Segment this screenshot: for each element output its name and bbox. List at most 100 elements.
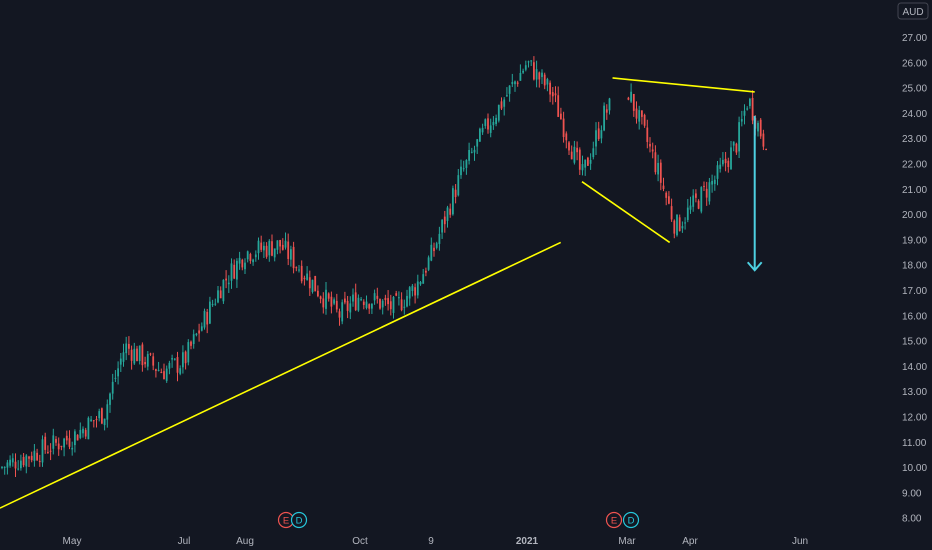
candle-body	[360, 299, 362, 301]
candle-body	[354, 292, 357, 311]
candle-body	[322, 298, 325, 308]
candle-body	[597, 128, 600, 140]
candle-body	[416, 281, 419, 296]
x-tick-label: Apr	[682, 536, 698, 547]
candle-body	[530, 60, 533, 62]
candle-body	[306, 273, 308, 280]
candle-body	[670, 206, 673, 220]
candle-body	[592, 148, 595, 158]
candle-body	[689, 205, 692, 210]
candle-body	[281, 244, 284, 250]
y-tick-label: 17.00	[902, 286, 927, 297]
candle-body	[684, 222, 686, 224]
candle-body	[168, 362, 171, 369]
candle-body	[487, 118, 489, 130]
y-tick-label: 14.00	[902, 362, 927, 373]
candle-body	[659, 162, 662, 183]
candle-body	[119, 358, 122, 365]
marker-label: D	[628, 516, 635, 527]
candle-body	[268, 240, 271, 256]
trendline[interactable]	[0, 241, 562, 509]
candle-body	[249, 254, 252, 261]
marker-circle	[622, 511, 640, 529]
candle-body	[63, 438, 65, 448]
candle-body	[700, 187, 703, 212]
time-axis[interactable]: May Jul Aug Oct 9 2021 Mar Apr Jun	[63, 536, 809, 547]
candles-layer	[1, 56, 767, 478]
candle-body	[130, 349, 133, 361]
y-tick-label: 9.00	[902, 488, 922, 499]
y-tick-label: 19.00	[902, 235, 927, 246]
dividend-marker[interactable]: D	[622, 511, 640, 529]
candle-body	[287, 241, 290, 259]
y-tick-label: 16.00	[902, 311, 927, 322]
candle-body	[551, 92, 554, 97]
price-axis[interactable]: AUD 27.00 26.00 25.00 24.00 23.00 22.00 21.00 2…	[897, 2, 929, 525]
candle-body	[503, 99, 506, 107]
candle-body	[495, 117, 497, 124]
candle-body	[182, 352, 184, 368]
candle-body	[481, 127, 484, 133]
candle-body	[651, 149, 654, 152]
candle-body	[665, 192, 668, 198]
trendline[interactable]	[581, 181, 671, 244]
candle-body	[749, 98, 751, 107]
candle-body	[252, 259, 254, 263]
candle-body	[403, 306, 406, 308]
x-tick-label: Mar	[618, 536, 636, 547]
x-tick-label: 9	[428, 536, 434, 547]
candle-body	[236, 260, 238, 280]
candle-body	[603, 105, 605, 131]
candle-body	[317, 290, 319, 297]
candle-body	[497, 104, 500, 121]
currency-label: AUD	[902, 7, 923, 18]
candle-body	[257, 240, 260, 254]
candle-body	[133, 348, 136, 364]
candle-body	[635, 108, 638, 119]
candle-body	[570, 151, 573, 160]
candle-body	[587, 157, 589, 166]
candle-body	[560, 113, 562, 120]
candle-body	[227, 282, 230, 285]
candle-body	[71, 447, 74, 450]
candle-body	[695, 193, 697, 198]
candle-body	[346, 300, 349, 311]
candle-body	[276, 240, 279, 250]
candle-body	[433, 247, 435, 252]
earnings-marker[interactable]: E	[605, 511, 623, 529]
candle-body	[225, 278, 227, 281]
candle-body	[327, 293, 330, 299]
candle-body	[470, 151, 473, 153]
dividend-marker[interactable]: D	[290, 511, 308, 529]
candle-body	[589, 159, 592, 164]
candle-body	[149, 353, 152, 355]
marker-label: E	[283, 516, 289, 527]
currency-badge[interactable]	[897, 2, 929, 20]
candle-body	[365, 301, 368, 308]
candle-body	[136, 348, 138, 362]
candle-body	[128, 343, 130, 349]
candle-body	[265, 245, 268, 257]
candle-body	[373, 293, 376, 301]
trendline[interactable]	[612, 77, 755, 93]
candle-body	[673, 220, 676, 234]
candle-body	[152, 356, 155, 366]
candle-body	[468, 149, 470, 161]
candle-body	[381, 300, 384, 308]
candle-body	[506, 95, 508, 97]
candle-body	[17, 468, 20, 470]
candle-body	[284, 240, 287, 248]
candle-body	[654, 152, 657, 173]
candle-body	[14, 461, 17, 469]
candle-body	[595, 130, 597, 147]
candle-body	[719, 164, 722, 169]
candle-body	[92, 420, 95, 422]
marker-circle	[290, 511, 308, 529]
candle-body	[79, 429, 82, 438]
candle-body	[759, 119, 762, 137]
candle-body	[762, 133, 765, 147]
candle-body	[519, 72, 522, 81]
candle-body	[233, 264, 236, 279]
candle-body	[82, 428, 84, 434]
